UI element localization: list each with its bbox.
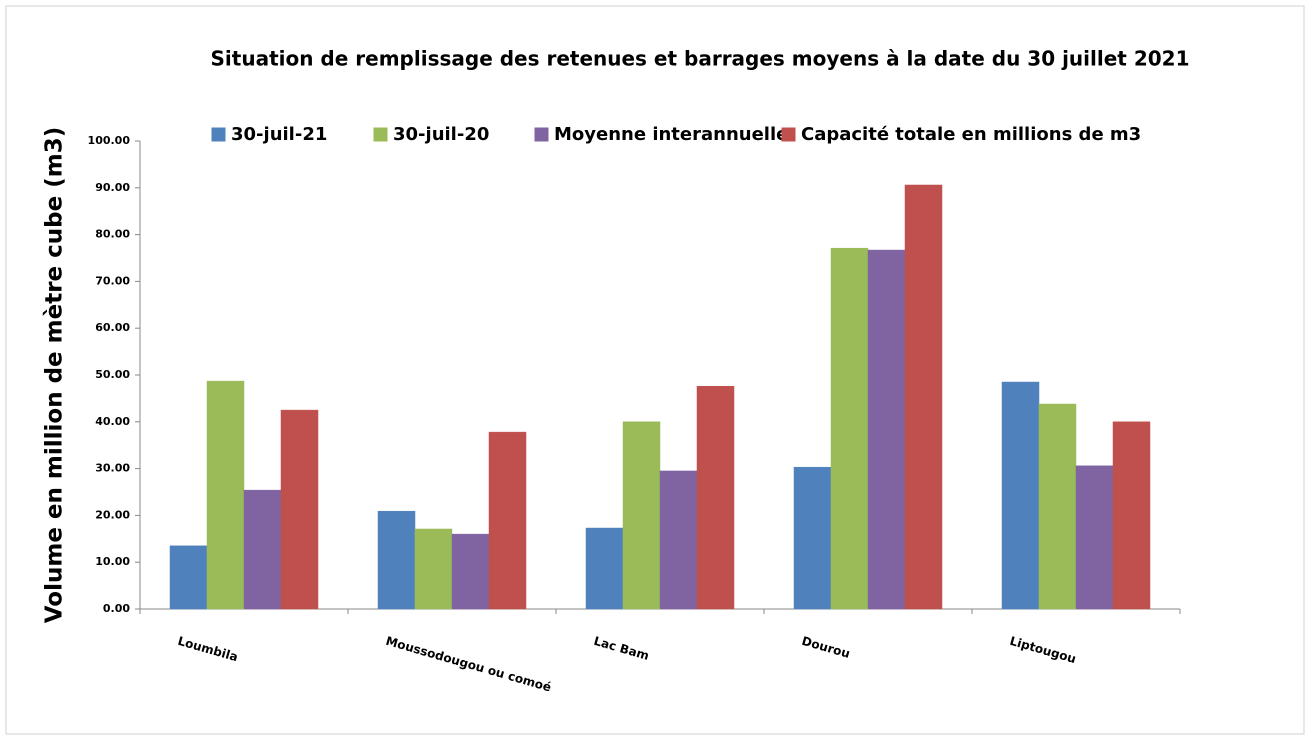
bar [377,510,416,610]
bar [414,528,453,610]
chart-title: Situation de remplissage des retenues et… [211,47,1190,71]
bar [696,385,735,610]
bar [793,466,832,610]
bar [488,431,527,610]
y-tick-label: 40.00 [95,415,130,428]
y-tick-label: 50.00 [95,368,130,381]
bar [1075,465,1114,610]
y-tick-label: 60.00 [95,321,130,334]
y-tick-label: 0.00 [103,602,130,615]
legend-swatch [534,127,549,142]
bar [867,249,906,610]
chart-frame [5,5,1305,735]
y-tick-label: 30.00 [95,462,130,475]
legend-swatch [781,127,796,142]
bar [1112,421,1151,610]
bar [830,247,869,610]
y-tick-label: 10.00 [95,555,130,568]
bar [280,409,319,610]
y-tick-label: 100.00 [88,134,131,147]
bar [169,545,208,610]
bar [206,380,245,610]
bar [1038,403,1077,610]
legend-label: 30-juil-21 [231,124,327,145]
bar [585,527,624,610]
legend-swatch [373,127,388,142]
bar [904,184,943,610]
bar [451,533,490,610]
y-tick-label: 20.00 [95,508,130,521]
legend-label: Moyenne interannuelle [554,124,788,145]
y-tick-label: 80.00 [95,228,130,241]
y-tick-label: 90.00 [95,181,130,194]
bar [1001,381,1040,610]
y-tick-label: 70.00 [95,274,130,287]
bar [243,489,282,610]
legend-label: Capacité totale en millions de m3 [801,124,1141,145]
bar [622,421,661,610]
legend-swatch [211,127,226,142]
y-axis-label: Volume en million de mètre cube (m3) [42,127,68,624]
legend-label: 30-juil-20 [393,124,489,145]
bar [659,470,698,610]
